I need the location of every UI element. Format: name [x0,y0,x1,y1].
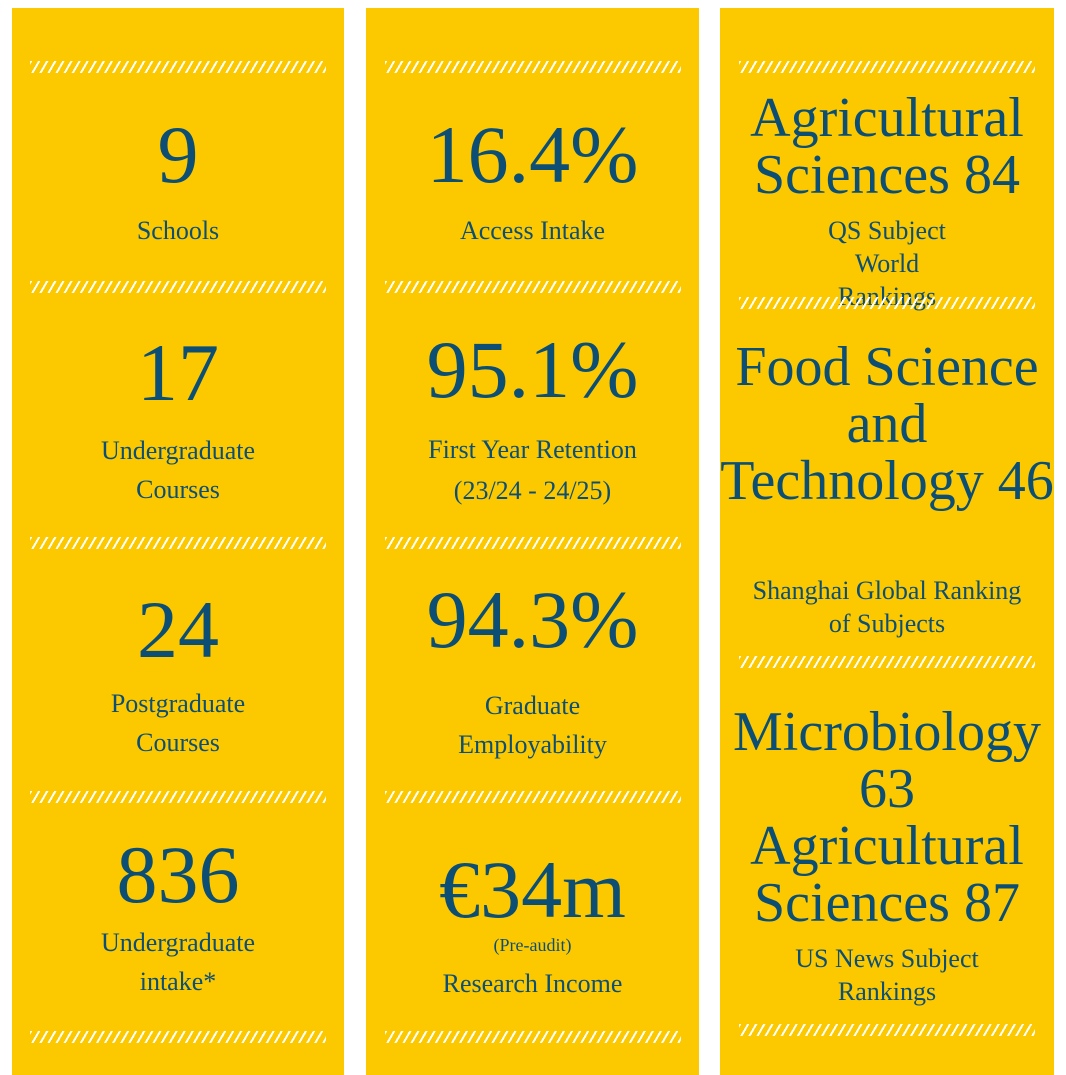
stat-value: €34m [439,844,626,935]
divider [30,791,326,803]
stat-value: 836 [116,829,240,920]
divider [384,281,681,293]
ranking-title: Food Science and Technology 46 [720,336,1054,512]
divider [384,537,681,549]
ranking-source: Shanghai Global Ranking of Subjects [752,576,1022,638]
stat-value: 9 [157,109,199,200]
ranking-title: Microbiology 63 Agricultural Sciences 87 [733,701,1041,934]
divider [739,1024,1035,1036]
stat-note: (23/24 - 24/25) [453,476,612,505]
column: Agricultural Sciences 84 QS Subject Worl… [720,8,1054,1075]
stat-label: First Year Retention [428,435,637,464]
divider [384,1031,681,1043]
divider [30,537,326,549]
stat-value: 17 [137,327,219,418]
divider [739,297,1035,309]
column: 16.4% Access Intake 95.1% First Year Ret… [366,8,699,1075]
stat-label: Access Intake [459,216,606,245]
divider [739,61,1035,73]
stat-value: 95.1% [426,324,639,415]
stat-label: Schools [136,216,220,245]
divider [30,281,326,293]
stat-label: Postgraduate Courses [110,689,246,757]
divider [30,1031,326,1043]
divider [384,791,681,803]
stat-label: Undergraduate Courses [100,436,255,504]
ranking-title: Agricultural Sciences 84 [750,87,1024,206]
stat-value: 94.3% [426,574,639,665]
stat-label: Undergraduate intake* [100,928,255,996]
ranking-source: US News Subject Rankings [795,944,979,1006]
divider [30,61,326,73]
stat-value: 24 [137,584,219,675]
stat-label: Research Income [442,969,623,998]
divider [384,61,681,73]
stat-value: 16.4% [426,109,639,200]
column: 9 Schools 17 Undergraduate Courses 24 Po… [12,8,344,1075]
divider [739,656,1035,668]
stat-label: Graduate Employability [458,691,607,759]
stat-note: (Pre-audit) [493,935,572,955]
